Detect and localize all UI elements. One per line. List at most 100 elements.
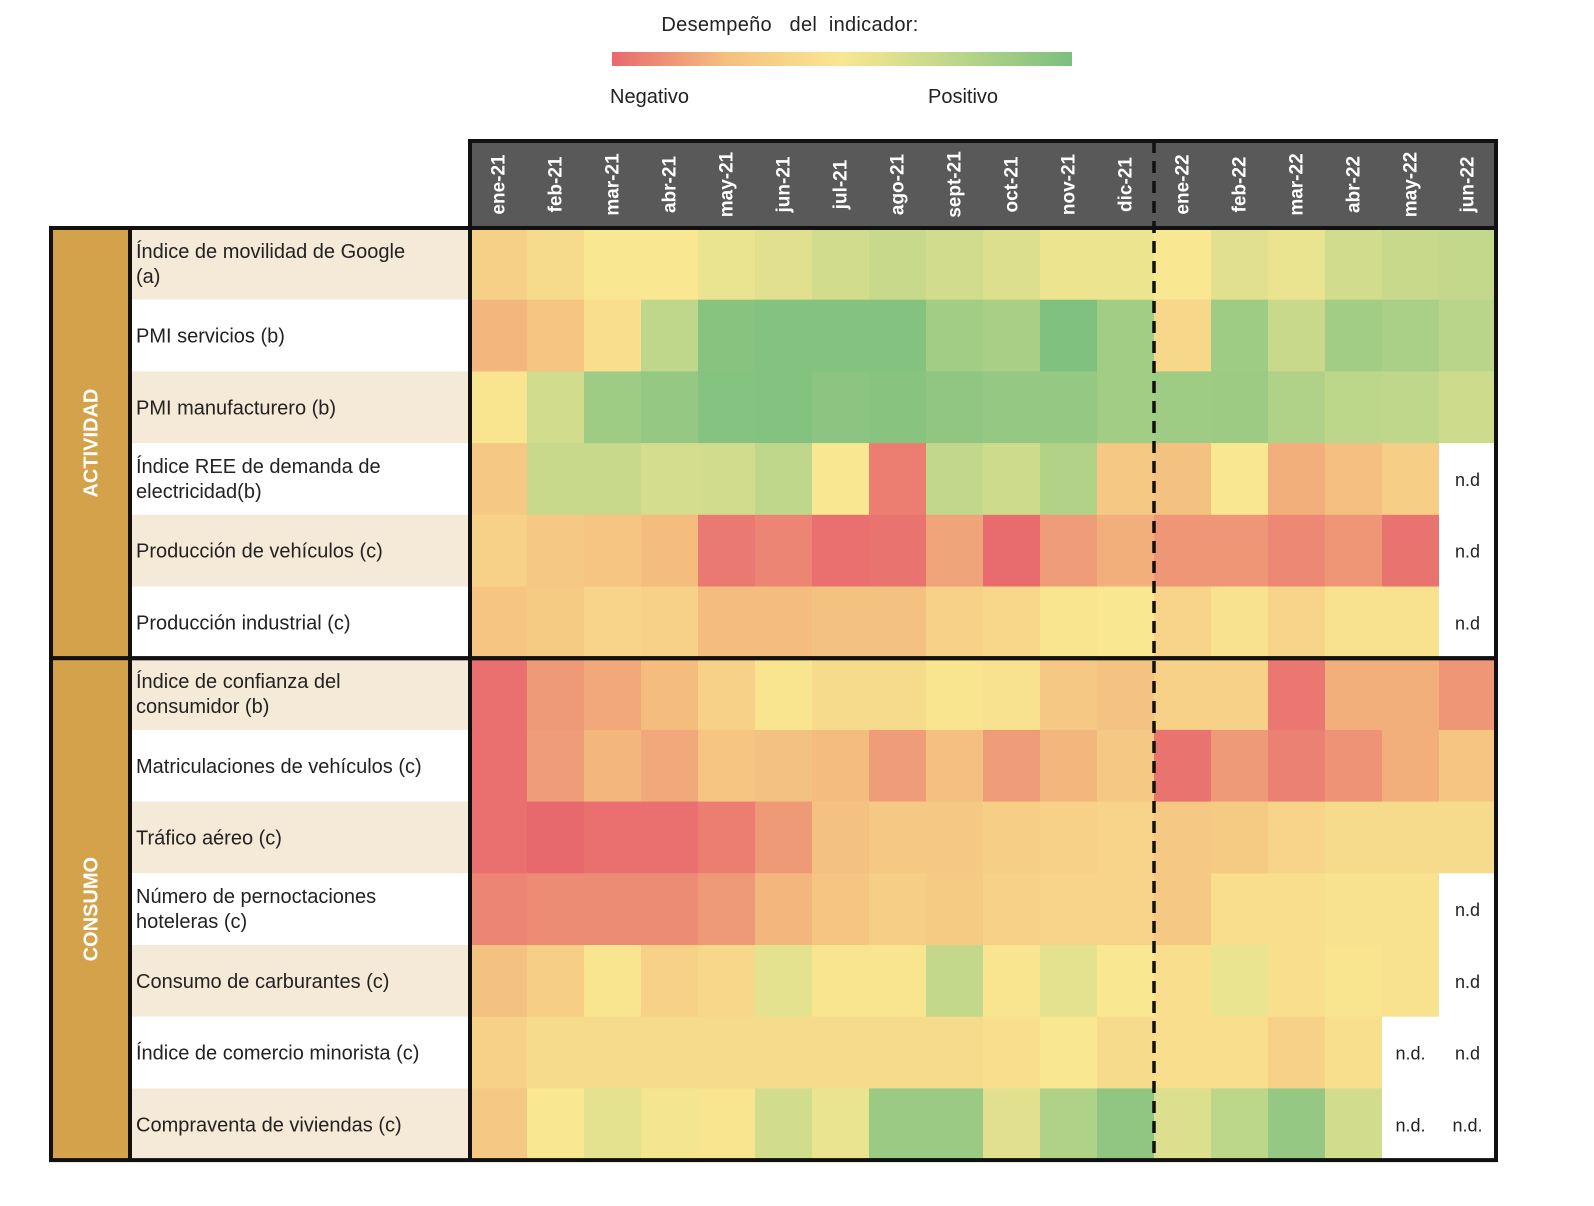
- heatmap-cell: [869, 945, 927, 1018]
- heatmap-cell: [1097, 443, 1155, 516]
- heatmap-cell: [1097, 299, 1155, 372]
- row-label: Índice de confianza del consumidor (b): [136, 670, 341, 718]
- row-label-background: [130, 1088, 470, 1161]
- heatmap-cell: [1382, 228, 1440, 301]
- row-label-background: [130, 729, 470, 802]
- heatmap-cell: [926, 371, 984, 444]
- heatmap-cell: [641, 658, 699, 731]
- heatmap-cell: [1439, 658, 1497, 731]
- group-band: [51, 228, 130, 659]
- heatmap-cell: [641, 1088, 699, 1161]
- heatmap-cell-text: n.d: [1455, 542, 1480, 562]
- heatmap-cell: [1268, 228, 1326, 301]
- heatmap-cell: [983, 658, 1041, 731]
- row-label: Matriculaciones de vehículos (c): [136, 756, 422, 778]
- heatmap-cell: [869, 1088, 927, 1161]
- heatmap-cell: [698, 228, 756, 301]
- column-header-label: feb-21: [546, 156, 567, 212]
- group-label: CONSUMO: [81, 857, 103, 961]
- heatmap-cell: [1211, 729, 1269, 803]
- heatmap-cell: [1040, 228, 1098, 301]
- heatmap-cell: [641, 443, 699, 516]
- heatmap-cell: [812, 514, 870, 587]
- heatmap-cell: [926, 586, 984, 659]
- heatmap-cell: [641, 586, 699, 659]
- heatmap-cell: [527, 443, 585, 516]
- heatmap-cell: [698, 945, 756, 1018]
- heatmap-cell: [470, 514, 528, 587]
- heatmap-cell: [812, 1088, 870, 1161]
- row-label: Consumo de carburantes (c): [136, 971, 389, 993]
- heatmap-cell: [470, 801, 528, 874]
- row-label-background: [130, 514, 470, 587]
- column-header-label: mar-22: [1287, 153, 1308, 215]
- heatmap-cell: [584, 586, 642, 659]
- heatmap-cell: [1268, 729, 1326, 803]
- heatmap-cell: [755, 801, 813, 874]
- heatmap-cell: [1097, 945, 1155, 1018]
- heatmap-cell: [869, 586, 927, 659]
- heatmap-cell: [470, 945, 528, 1018]
- heatmap-cell: [527, 801, 585, 874]
- heatmap-cell: [1439, 299, 1497, 372]
- heatmap-cell: [812, 443, 870, 516]
- heatmap-cell: [1382, 299, 1440, 372]
- heatmap-cell: [698, 514, 756, 587]
- heatmap-cell: [1325, 801, 1383, 874]
- heatmap-cell: [1154, 228, 1212, 301]
- heatmap-cell-empty: [1439, 514, 1496, 587]
- row-label: Producción industrial (c): [136, 612, 351, 634]
- heatmap-cell: [584, 443, 642, 516]
- heatmap-cell: [1382, 729, 1440, 803]
- heatmap-cell: [812, 658, 870, 731]
- heatmap-cell-empty: [1382, 1016, 1439, 1089]
- heatmap-cell: [812, 873, 870, 946]
- heatmap-cell: [869, 299, 927, 372]
- heatmap-cell: [1040, 729, 1098, 803]
- heatmap-cell: [983, 729, 1041, 803]
- heatmap-cell: [1325, 658, 1383, 731]
- column-header-band: [470, 141, 1496, 228]
- heatmap-cell: [470, 1088, 528, 1161]
- heatmap-cell: [641, 514, 699, 587]
- heatmap-cell: [1325, 729, 1383, 803]
- heatmap-cell: [926, 1088, 984, 1161]
- heatmap-cell: [1040, 945, 1098, 1018]
- heatmap-cell-empty: [1439, 1016, 1496, 1089]
- column-header-label: feb-22: [1230, 157, 1251, 213]
- row-label-background: [130, 228, 470, 300]
- heatmap-cell: [926, 443, 984, 516]
- heatmap-cell: [812, 299, 870, 372]
- heatmap-cell: [584, 801, 642, 874]
- heatmap-cell: [755, 371, 813, 444]
- heatmap-cell: [527, 1088, 585, 1161]
- heatmap-cell: [1268, 945, 1326, 1018]
- heatmap-cell: [1268, 1016, 1326, 1089]
- heatmap-cell: [470, 443, 528, 516]
- heatmap-cell: [584, 371, 642, 444]
- heatmap-cell: [527, 299, 585, 372]
- heatmap-cell: [527, 945, 585, 1018]
- heatmap-cell: [1040, 1088, 1098, 1161]
- heatmap-cell: [983, 1088, 1041, 1161]
- heatmap-cell: [527, 586, 585, 659]
- heatmap-cell: [755, 586, 813, 659]
- heatmap-cell: [527, 514, 585, 587]
- heatmap-cell: [527, 1016, 585, 1089]
- heatmap-cell: [1097, 586, 1155, 659]
- heatmap-cell: [1211, 801, 1269, 874]
- heatmap-cell: [1040, 299, 1098, 372]
- heatmap-cell: [983, 945, 1041, 1018]
- heatmap-cell: [983, 371, 1041, 444]
- row-label: Producción de vehículos (c): [136, 541, 383, 563]
- heatmap-cell: [926, 299, 984, 372]
- heatmap-cell: [1382, 658, 1440, 731]
- heatmap-cell: [1382, 801, 1440, 874]
- heatmap-cell: [1211, 371, 1269, 444]
- heatmap-cell: [641, 299, 699, 372]
- heatmap-cell: [1154, 514, 1212, 587]
- heatmap-cell: [755, 299, 813, 372]
- heatmap-cell: [1040, 514, 1098, 587]
- heatmap-cell: [1439, 729, 1497, 803]
